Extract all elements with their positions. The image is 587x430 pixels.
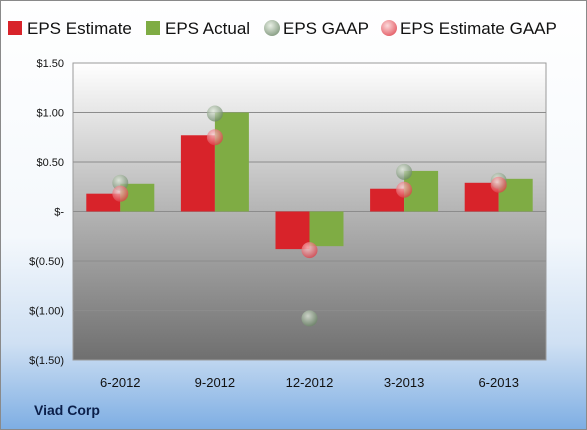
point-eps-gaap [206,105,223,122]
x-tick-label: 6-2013 [478,375,518,390]
y-tick-label: $1.00 [36,108,64,120]
point-series [112,105,507,327]
bar-eps-actual [309,211,344,247]
point-eps-estimate-gaap [490,176,507,193]
legend-swatch [8,21,22,35]
y-tick-label: $0.50 [36,157,64,169]
y-tick-label: $1.50 [36,58,64,70]
y-tick-label: $- [54,207,64,219]
legend-swatch [264,20,280,36]
point-eps-estimate-gaap [206,129,223,146]
legend-swatch [381,20,397,36]
point-eps-estimate-gaap [112,185,129,202]
point-eps-estimate-gaap [396,181,413,198]
x-tick-label: 9-2012 [195,375,235,390]
y-tick-label: $(1.00) [29,306,64,318]
axes: $1.50 $1.00 $0.50 $- $(0.50) $(1.00) $(1.50) 6-… [29,58,519,390]
y-tick-label: $(1.50) [29,355,64,367]
legend-label: EPS Estimate GAAP [400,19,557,38]
legend-label: EPS Actual [165,19,250,38]
bar-eps-estimate [86,193,121,212]
legend: EPS Estimate EPS Actual EPS GAAP EPS Estima… [8,19,557,38]
company-name: Viad Corp [34,402,100,418]
bar-eps-actual [214,112,249,212]
x-tick-label: 12-2012 [286,375,334,390]
point-eps-estimate-gaap [301,242,318,259]
legend-label: EPS GAAP [283,19,369,38]
bar-eps-estimate [275,211,310,250]
y-tick-label: $(0.50) [29,256,64,268]
legend-label: EPS Estimate [27,19,132,38]
point-eps-gaap [301,310,318,327]
point-eps-gaap [396,163,413,180]
bar-eps-estimate [370,188,405,212]
x-tick-label: 3-2013 [384,375,424,390]
bar-eps-estimate [180,135,215,212]
x-tick-label: 6-2012 [100,375,140,390]
legend-swatch [146,21,160,35]
